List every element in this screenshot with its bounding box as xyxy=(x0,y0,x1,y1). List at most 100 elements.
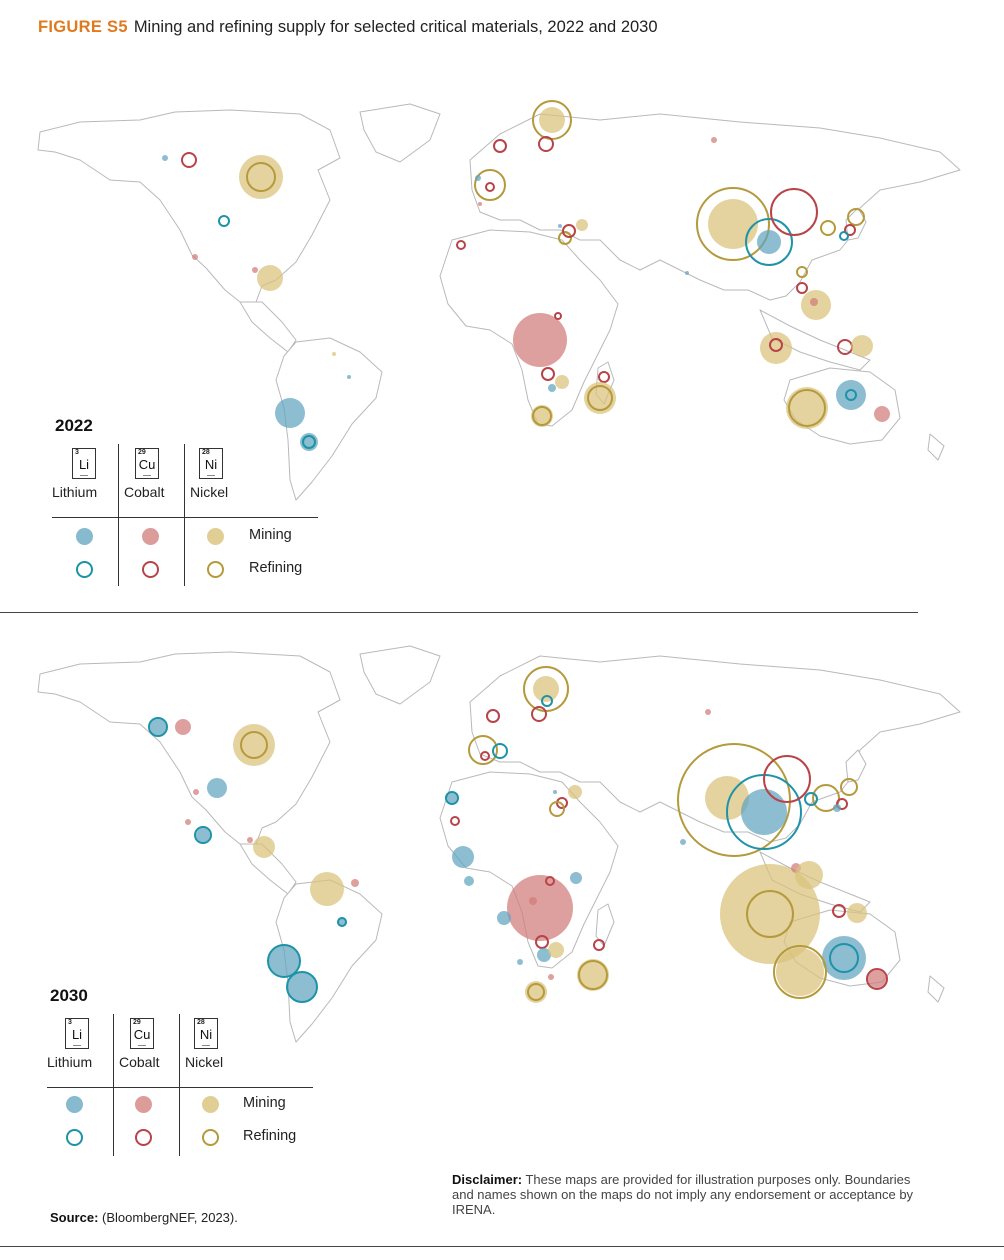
nickel-refining-bubble xyxy=(246,162,276,192)
cobalt-refining-bubble xyxy=(480,751,490,761)
lithium-mining-bubble xyxy=(475,175,481,181)
nickel-element-box: 28 Ni xyxy=(194,1018,218,1049)
nickel-refining-bubble xyxy=(746,890,794,938)
cobalt-refining-bubble xyxy=(456,240,466,250)
nickel-refining-bubble xyxy=(820,220,836,236)
nickel-refining-bubble xyxy=(847,208,865,226)
cobalt-refining-bubble xyxy=(486,709,500,723)
cobalt-mining-bubble xyxy=(192,254,198,260)
lithium-mining-bubble xyxy=(447,793,457,803)
nickel-mining-bubble xyxy=(539,107,565,133)
lithium-refining-bubble xyxy=(337,917,347,927)
cobalt-mining-bubble xyxy=(548,974,554,980)
legend-divider xyxy=(52,517,318,518)
nickel-refining-swatch xyxy=(202,1129,219,1146)
cobalt-refining-bubble xyxy=(598,371,610,383)
cobalt-mining-bubble xyxy=(247,837,253,843)
lithium-mining-bubble xyxy=(347,375,351,379)
lithium-refining-bubble xyxy=(218,215,230,227)
south-america xyxy=(275,337,383,501)
cobalt-mining-bubble xyxy=(351,879,359,887)
nickel-mining-bubble xyxy=(548,942,564,958)
lithium-refining-bubble xyxy=(845,389,857,401)
lithium-refining-bubble xyxy=(745,218,793,266)
lithium-mining-bubble xyxy=(196,828,210,842)
legend-divider xyxy=(47,1087,313,1088)
nickel-refining-bubble xyxy=(532,406,552,426)
lithium-refining-swatch xyxy=(66,1129,83,1146)
mining-label: Mining xyxy=(243,1095,286,1111)
cobalt-refining-bubble xyxy=(554,312,562,320)
lithium-mining-bubble xyxy=(685,271,689,275)
lithium-mining-bubble xyxy=(287,972,317,1002)
cobalt-mining-bubble xyxy=(874,406,890,422)
cobalt-refining-bubble xyxy=(769,338,783,352)
cobalt-mining-bubble xyxy=(513,313,567,367)
lithium-label: Lithium xyxy=(52,484,98,500)
nickel-mining-bubble xyxy=(310,872,344,906)
nickel-mining-bubble xyxy=(253,836,275,858)
year-label-2022: 2022 xyxy=(55,416,93,435)
new-zealand xyxy=(927,975,945,1003)
nickel-mining-bubble xyxy=(760,332,792,364)
lithium-mining-bubble xyxy=(207,778,227,798)
nickel-refining-bubble xyxy=(677,743,791,857)
lithium-mining-bubble xyxy=(537,948,551,962)
disclaimer: Disclaimer: These maps are provided for … xyxy=(452,1172,914,1217)
nickel-refining-bubble xyxy=(527,983,545,1001)
cobalt-mining-bubble xyxy=(252,267,258,273)
cobalt-refining-bubble xyxy=(181,152,197,168)
mining-label: Mining xyxy=(249,527,292,543)
figure-title-text: Mining and refining supply for selected … xyxy=(133,18,658,36)
nickel-mining-bubble xyxy=(257,265,283,291)
nickel-refining-bubble xyxy=(840,778,858,796)
lithium-element-box: 3 Li xyxy=(72,448,96,479)
nickel-refining-bubble xyxy=(558,231,572,245)
nickel-refining-bubble xyxy=(578,960,608,990)
nickel-mining-swatch xyxy=(207,528,224,545)
map-2022 xyxy=(37,100,961,501)
cobalt-refining-bubble xyxy=(541,367,555,381)
nickel-refining-swatch xyxy=(207,561,224,578)
lithium-mining-swatch xyxy=(66,1096,83,1113)
madagascar xyxy=(595,903,615,947)
lithium-mining-bubble xyxy=(464,876,474,886)
figure-label: FIGURE S5 xyxy=(38,18,128,36)
lithium-mining-bubble xyxy=(517,959,523,965)
cobalt-refining-bubble xyxy=(832,904,846,918)
lithium-refining-bubble xyxy=(839,231,849,241)
cobalt-refining-swatch xyxy=(142,561,159,578)
greenland xyxy=(359,103,441,163)
cobalt-label: Cobalt xyxy=(124,484,165,500)
central-america xyxy=(239,301,297,353)
legend-divider xyxy=(184,444,185,586)
nickel-refining-bubble xyxy=(696,187,770,261)
supply-bubbles-2022 xyxy=(162,100,890,451)
legend-2022: 3 Li 29 Cu 28 Ni Lithium Cobalt Nickel M… xyxy=(52,444,332,614)
europe-asia xyxy=(469,655,961,843)
cobalt-element-box: 29 Cu xyxy=(130,1018,154,1049)
nickel-mining-bubble xyxy=(332,352,336,356)
nickel-refining-bubble xyxy=(240,731,268,759)
cobalt-refining-bubble xyxy=(545,876,555,886)
cobalt-refining-bubble xyxy=(493,139,507,153)
lithium-mining-bubble xyxy=(275,398,305,428)
legend-divider xyxy=(113,1014,114,1156)
lithium-mining-bubble xyxy=(680,839,686,845)
nickel-mining-bubble xyxy=(776,948,824,996)
cobalt-element-box: 29 Cu xyxy=(135,448,159,479)
cobalt-mining-bubble xyxy=(711,137,717,143)
nickel-refining-bubble xyxy=(788,389,826,427)
north-america xyxy=(37,109,341,303)
lithium-mining-swatch xyxy=(76,528,93,545)
supply-bubbles-2030 xyxy=(148,666,888,1003)
lithium-refining-bubble xyxy=(286,971,318,1003)
cobalt-refining-bubble xyxy=(485,182,495,192)
nickel-mining-bubble xyxy=(708,199,758,249)
nickel-refining-bubble xyxy=(587,385,613,411)
nickel-label: Nickel xyxy=(185,1054,224,1070)
lithium-mining-bubble xyxy=(553,790,557,794)
lithium-refining-bubble xyxy=(804,792,818,806)
cobalt-refining-bubble xyxy=(538,136,554,152)
lithium-label: Lithium xyxy=(47,1054,93,1070)
